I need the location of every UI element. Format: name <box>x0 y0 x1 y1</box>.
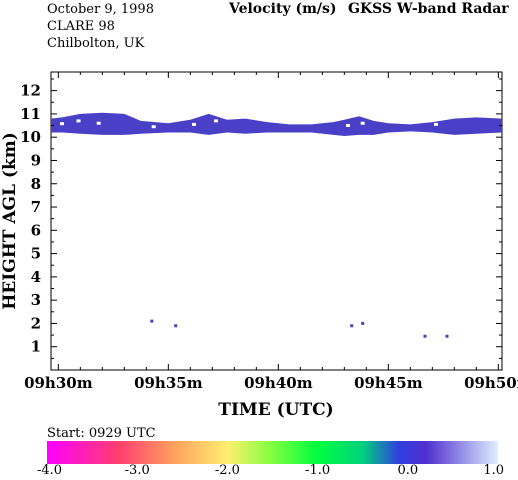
y-tick-label: 5 <box>31 245 41 263</box>
header-date: October 9, 1998 <box>47 2 154 17</box>
echo-point <box>150 319 154 323</box>
x-tick-label: 09h40m <box>244 374 313 392</box>
y-tick-label: 7 <box>31 198 41 216</box>
layer-gap <box>360 121 365 125</box>
y-tick-label: 3 <box>31 291 41 309</box>
header-campaign: CLARE 98 <box>47 19 115 34</box>
echo-point <box>445 334 449 338</box>
x-axis-label: TIME (UTC) <box>218 400 333 420</box>
y-tick-label: 1 <box>31 338 41 356</box>
echo-point <box>350 324 354 328</box>
echo-point <box>174 324 178 328</box>
cloud-layer-group <box>51 112 502 136</box>
layer-gap <box>151 125 156 129</box>
colorbar-start-label: Start: 0929 UTC <box>47 426 156 441</box>
colorbar <box>47 441 498 464</box>
echo-group <box>150 319 449 338</box>
layer-gap <box>434 122 438 126</box>
y-tick-label: 11 <box>20 105 41 123</box>
header-instrument: GKSS W-band Radar <box>348 1 509 17</box>
colorbar-tick-label: 1.0 <box>483 463 504 476</box>
y-tick-label: 9 <box>31 151 41 169</box>
layer-gap <box>76 119 81 123</box>
cloud-layer <box>51 112 502 136</box>
colorbar-tick-label: -3.0 <box>125 463 150 476</box>
y-tick-label: 6 <box>31 221 41 239</box>
x-tick-label: 09h30m <box>24 374 93 392</box>
y-tick-label: 4 <box>31 268 41 286</box>
layer-gap <box>96 121 101 125</box>
y-tick-label: 10 <box>20 128 41 146</box>
y-tick-label: 12 <box>20 82 41 100</box>
colorbar-tick-label: -2.0 <box>215 463 240 476</box>
x-tick-label: 09h45m <box>354 374 423 392</box>
colorbar-tick-label: -1.0 <box>305 463 330 476</box>
y-axis-label: HEIGHT AGL (km) <box>0 132 20 310</box>
layer-gap <box>346 124 350 127</box>
y-tick-label: 8 <box>31 175 41 193</box>
x-tick-label: 09h35m <box>134 374 203 392</box>
colorbar-ticks: -4.0 -3.0 -2.0 -1.0 0.0 1.0 <box>37 463 504 478</box>
x-tick-label: 09h50m <box>464 374 518 392</box>
echo-point <box>361 321 365 325</box>
echo-point <box>423 334 427 338</box>
layer-gap <box>60 122 64 126</box>
colorbar-tick-label: 0.0 <box>397 463 418 476</box>
x-axis-ticks: 09h30m 09h35m 09h40m 09h45m 09h50m <box>24 72 518 392</box>
y-tick-label: 2 <box>31 314 41 332</box>
header-quantity: Velocity (m/s) <box>228 1 337 17</box>
layer-gap <box>214 119 218 123</box>
header-site: Chilbolton, UK <box>47 36 145 51</box>
colorbar-tick-label: -4.0 <box>37 463 62 476</box>
layer-gap <box>192 122 196 126</box>
